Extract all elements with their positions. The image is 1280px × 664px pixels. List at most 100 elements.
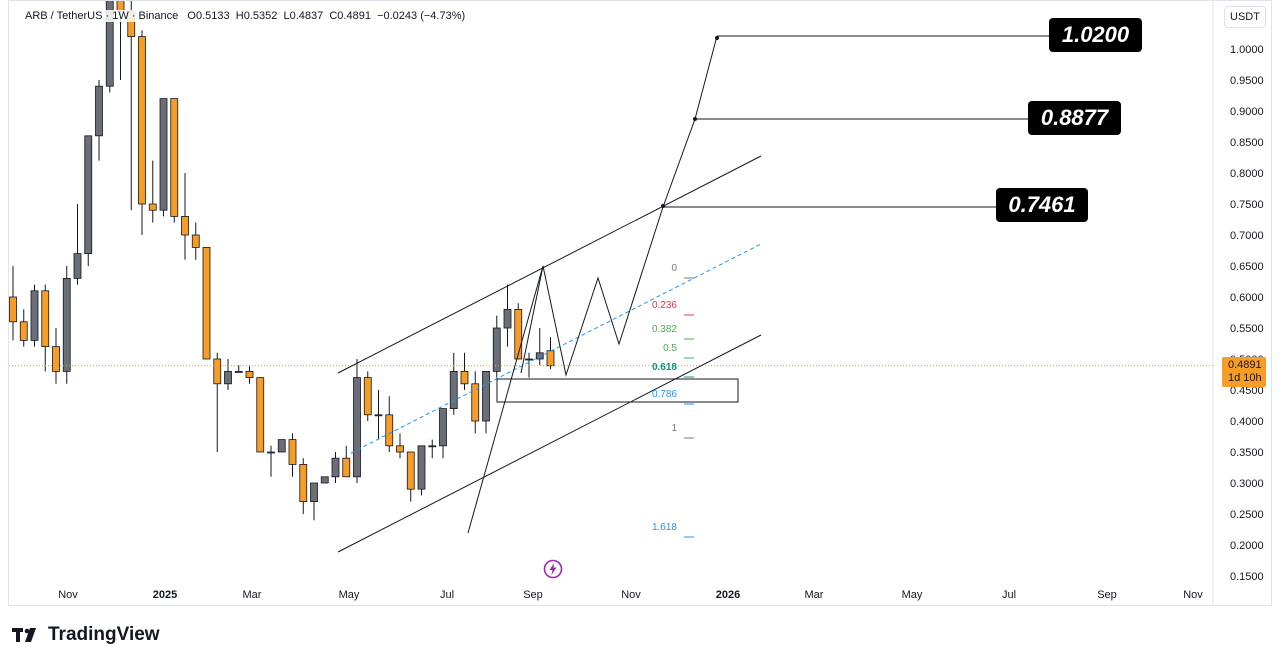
target-label-1: 1.0200	[1049, 18, 1142, 52]
candle[interactable]	[492, 315, 501, 378]
candle-body	[277, 439, 286, 453]
support-zone-box[interactable]	[496, 378, 739, 403]
candle-body	[245, 370, 254, 378]
legend-change: −0.0243 (−4.73%)	[377, 10, 466, 22]
candle-body	[310, 482, 318, 503]
chart-area[interactable]: 1.0000 0.9500 0.9000 0.8500 0.8000 0.7500 0.70…	[8, 0, 1272, 606]
candle[interactable]	[52, 328, 60, 384]
candle[interactable]	[224, 359, 232, 390]
projection-path[interactable]	[520, 35, 718, 377]
candle[interactable]	[535, 328, 544, 366]
legend-high: H0.5352	[235, 10, 278, 22]
candle[interactable]	[138, 30, 146, 235]
y-tick-label: 0.2000	[1230, 540, 1264, 552]
candle[interactable]	[514, 303, 523, 360]
candle[interactable]	[245, 365, 254, 384]
lightning-icon[interactable]	[543, 559, 563, 579]
candle[interactable]	[73, 204, 82, 285]
candle[interactable]	[62, 266, 71, 384]
candle-body	[202, 246, 211, 360]
candle-body	[95, 85, 103, 137]
candle[interactable]	[525, 352, 533, 378]
price-chart[interactable]: 1.0000 0.9500 0.9000 0.8500 0.8000 0.7500 0.70…	[9, 1, 1272, 606]
target-label-2: 0.8877	[1028, 101, 1121, 135]
last-price-tag: 0.4891 1d 10h	[1222, 357, 1266, 387]
candle[interactable]	[406, 451, 415, 502]
symbol-title: ARB / TetherUS · 1W · Binance	[25, 10, 179, 22]
candle[interactable]	[19, 309, 28, 347]
candle[interactable]	[320, 476, 329, 484]
tradingview-logo[interactable]: TradingView	[12, 624, 160, 646]
candle[interactable]	[105, 1, 114, 93]
candle-body	[224, 370, 232, 385]
candle[interactable]	[439, 408, 447, 459]
y-tick-label: 0.8000	[1230, 168, 1264, 180]
candle[interactable]	[95, 80, 103, 161]
candle[interactable]	[449, 352, 458, 415]
x-tick-label: May	[902, 589, 923, 601]
candle[interactable]	[267, 445, 275, 477]
candle-body	[385, 414, 394, 447]
currency-button[interactable]: USDT	[1224, 6, 1266, 28]
candle[interactable]	[331, 452, 340, 483]
candle[interactable]	[342, 445, 351, 478]
candle[interactable]	[374, 390, 383, 440]
candle[interactable]	[460, 352, 469, 390]
candle-body	[30, 290, 39, 341]
candle[interactable]	[310, 482, 318, 521]
candle[interactable]	[9, 266, 17, 341]
candle-body	[148, 203, 157, 211]
candle[interactable]	[170, 98, 179, 223]
symbol-legend: ARB / TetherUS · 1W · Binance O0.5133 H0…	[23, 10, 468, 22]
candle[interactable]	[41, 284, 50, 372]
candle-body	[482, 370, 490, 422]
candle[interactable]	[417, 445, 426, 496]
candle-body	[514, 308, 523, 360]
fib-level-label: 0	[671, 263, 677, 274]
candle-body	[52, 346, 60, 372]
channel-upper-line[interactable]	[337, 155, 762, 374]
candle-body	[138, 36, 146, 205]
legend-open: O0.5133	[187, 10, 230, 22]
drawings	[9, 35, 1213, 553]
candle[interactable]	[159, 98, 168, 217]
candle[interactable]	[288, 433, 297, 477]
candle[interactable]	[482, 370, 490, 434]
candle[interactable]	[191, 222, 200, 260]
candle[interactable]	[385, 396, 394, 452]
candle[interactable]	[546, 337, 555, 370]
candle[interactable]	[277, 439, 286, 453]
candle[interactable]	[503, 284, 512, 347]
y-tick-label: 0.7500	[1230, 199, 1264, 211]
candle[interactable]	[181, 173, 189, 260]
candle[interactable]	[84, 135, 93, 266]
y-tick-label: 0.5500	[1230, 323, 1264, 335]
y-tick-label: 0.2500	[1230, 509, 1264, 521]
target-point	[693, 117, 697, 121]
x-tick-label: Mar	[243, 589, 262, 601]
candle-body	[331, 457, 340, 478]
x-tick-label: Sep	[1097, 589, 1117, 601]
candle[interactable]	[234, 365, 243, 373]
candle[interactable]	[363, 371, 372, 421]
candle[interactable]	[353, 359, 361, 483]
y-tick-label: 0.3500	[1230, 447, 1264, 459]
candle[interactable]	[148, 160, 157, 223]
candle[interactable]	[428, 439, 437, 459]
x-tick-label: Nov	[1183, 589, 1203, 601]
candle[interactable]	[256, 377, 265, 453]
candle[interactable]	[127, 1, 136, 211]
candle[interactable]	[213, 352, 222, 452]
candle[interactable]	[299, 458, 308, 514]
channel-mid-line[interactable]	[350, 243, 762, 454]
channel-lower-line[interactable]	[337, 334, 762, 553]
candle-body	[320, 476, 329, 484]
candle[interactable]	[396, 433, 404, 459]
candle[interactable]	[30, 284, 39, 347]
candle[interactable]	[202, 246, 211, 360]
candle-body	[406, 451, 415, 490]
impulse-line[interactable]	[467, 265, 544, 534]
y-tick-label: 0.6500	[1230, 261, 1264, 273]
candle[interactable]	[471, 371, 480, 434]
y-tick-label: 0.1500	[1230, 571, 1264, 583]
